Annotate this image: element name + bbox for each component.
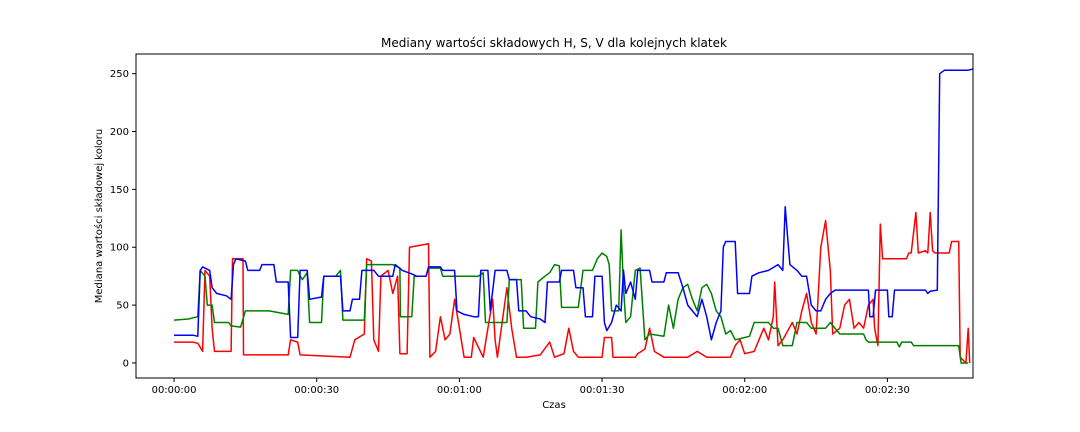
x-tick-label: 00:01:30 — [580, 385, 625, 396]
x-tick-label: 00:01:00 — [437, 385, 482, 396]
y-tick-label: 100 — [110, 243, 129, 254]
series-line-2 — [173, 229, 969, 364]
y-tick-label: 50 — [116, 301, 129, 312]
axes-frame — [135, 53, 974, 379]
y-tick-label: 200 — [110, 127, 129, 138]
x-axis-label: Czas — [542, 400, 566, 411]
y-axis-ticks: 0 50 100 150 200 250 — [110, 69, 136, 369]
plot-area — [173, 68, 973, 364]
x-axis-ticks: 00:00:00 00:00:30 00:01:00 00:01:30 00:02:00… — [152, 378, 910, 396]
series-line-1 — [174, 211, 971, 364]
x-tick-label: 00:02:00 — [722, 385, 767, 396]
y-tick-label: 0 — [123, 358, 129, 369]
x-tick-label: 00:00:00 — [152, 385, 197, 396]
x-tick-label: 00:02:30 — [865, 385, 910, 396]
y-tick-label: 150 — [110, 185, 129, 196]
y-axis-label: Mediana wartości składowej koloru — [93, 129, 105, 303]
chart-title: Mediany wartości składowych H, S, V dla … — [381, 36, 727, 50]
x-tick-label: 00:00:30 — [294, 385, 339, 396]
series-line-3 — [174, 68, 973, 341]
y-tick-label: 250 — [110, 69, 129, 80]
